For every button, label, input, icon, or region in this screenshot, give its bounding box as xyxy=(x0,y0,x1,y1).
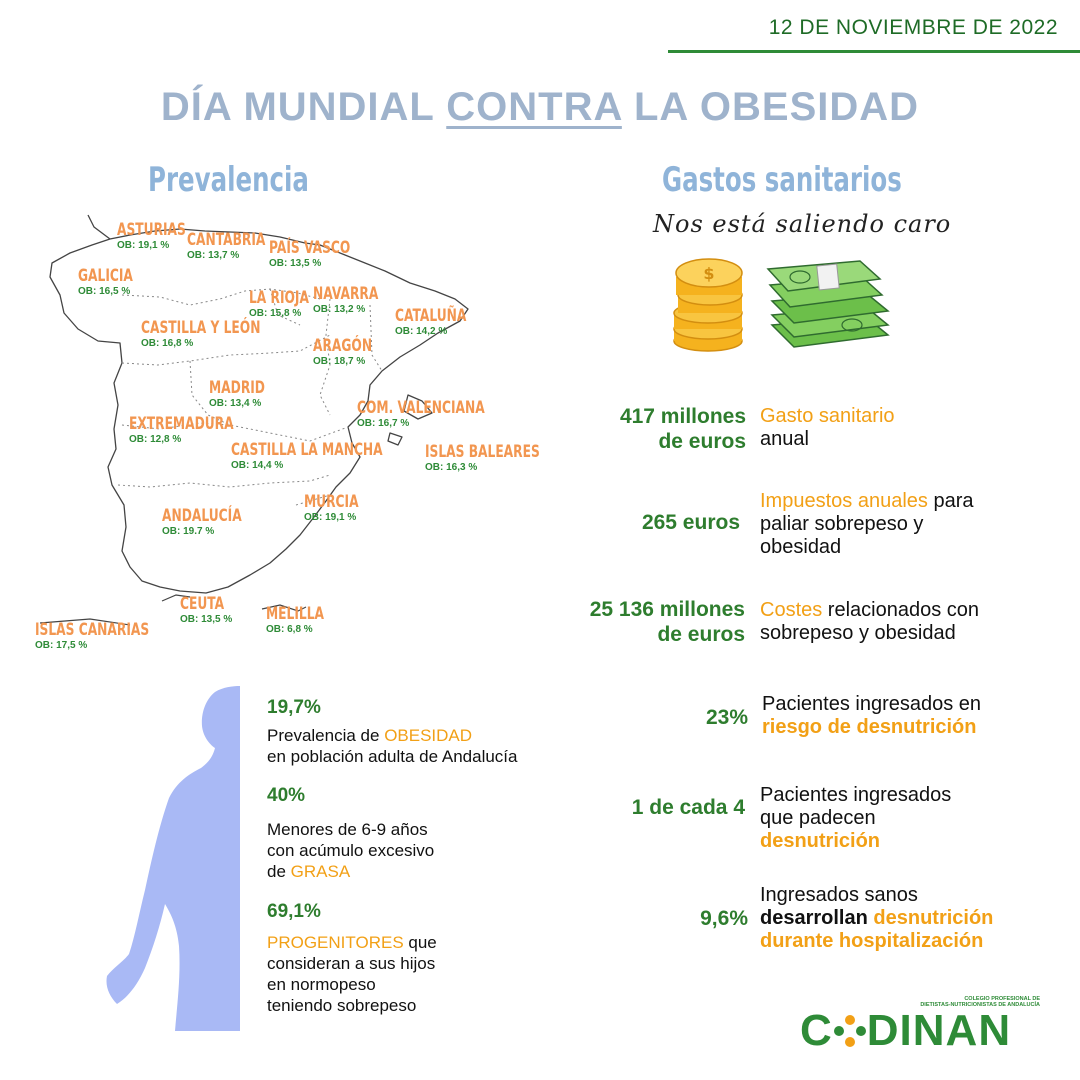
region-melilla: MELILLA OB: 6,8 % xyxy=(266,604,324,635)
region-madrid: MADRID OB: 13,4 % xyxy=(209,378,265,409)
date-underline xyxy=(668,50,1080,53)
gasto-desc-3: Costes relacionados con sobrepeso y obes… xyxy=(760,599,980,644)
region-andalucia: ANDALUCÍA OB: 19.7 % xyxy=(162,506,242,537)
title-underlined-word: CONTRA xyxy=(446,85,622,129)
title-part1: DÍA MUNDIAL xyxy=(160,85,447,129)
andalucia-stat-2: 40% Menores de 6-9 años con acúmulo exce… xyxy=(267,785,435,881)
title-part3: LA OBESIDAD xyxy=(621,85,920,129)
banknotes-icon xyxy=(766,260,890,348)
desnutricion-value-1: 23% xyxy=(705,706,748,729)
page-title: DÍA MUNDIAL CONTRA LA OBESIDAD xyxy=(0,85,1080,130)
date-label: 12 DE NOVIEMBRE DE 2022 xyxy=(768,16,1058,39)
desnutricion-value-2: 1 de cada 4 xyxy=(631,796,745,819)
region-cataluna: CATALUÑA OB: 14,2 % xyxy=(395,306,467,337)
gasto-value-3: 25 136 millones de euros xyxy=(589,598,745,646)
region-galicia: GALICIA OB: 16,5 % xyxy=(78,266,133,297)
prevalencia-title: Prevalencia xyxy=(148,160,309,200)
desnutricion-value-3: 9,6% xyxy=(700,907,748,930)
desnutricion-desc-1: Pacientes ingresados en riesgo de desnut… xyxy=(762,693,982,738)
coins-icon: $ xyxy=(673,258,743,352)
logo-o-icon xyxy=(833,1015,866,1047)
region-cantabria: CANTABRIA OB: 13,7 % xyxy=(187,230,266,261)
andalucia-stat-1: 19,7% Prevalencia de OBESIDAD en poblaci… xyxy=(267,697,518,766)
spain-map-icon xyxy=(39,214,469,626)
region-navarra: NAVARRA OB: 13,2 % xyxy=(313,284,379,315)
region-murcia: MURCIA OB: 19,1 % xyxy=(304,492,359,523)
region-asturias: ASTURIAS OB: 19,1 % xyxy=(117,220,186,251)
region-castilla-la-mancha: CASTILLA LA MANCHA OB: 14,4 % xyxy=(231,440,383,471)
svg-text:$: $ xyxy=(703,264,714,283)
gasto-desc-2: Impuestos anuales para paliar sobrepeso … xyxy=(760,490,974,558)
gasto-value-2: 265 euros xyxy=(641,511,740,534)
gasto-desc-1: Gasto sanitario anual xyxy=(760,405,895,450)
region-extremadura: EXTREMADURA OB: 12,8 % xyxy=(129,414,234,445)
logo-wordmark: C DINAN xyxy=(800,1006,1012,1055)
region-pais-vasco: PAÍS VASCO OB: 13,5 % xyxy=(269,238,351,269)
gastos-subtitle: Nos está saliendo caro xyxy=(653,210,952,238)
gastos-title: Gastos sanitarios xyxy=(662,160,902,200)
region-ceuta: CEUTA OB: 13,5 % xyxy=(180,594,233,625)
region-com-valenciana: COM. VALENCIANA OB: 16,7 % xyxy=(357,398,485,429)
region-aragon: ARAGÓN OB: 18,7 % xyxy=(313,336,373,367)
andalucia-stat-3: 69,1% PROGENITORES que consideran a sus … xyxy=(267,901,437,1015)
region-la-rioja: LA RIOJA OB: 15,8 % xyxy=(249,288,309,319)
gasto-value-1: 417 millones de euros xyxy=(619,405,746,453)
region-islas-canarias: ISLAS CANARIAS OB: 17,5 % xyxy=(35,620,150,651)
desnutricion-desc-3: Ingresados sanos desarrollan desnutrició… xyxy=(760,884,994,952)
region-islas-baleares: ISLAS BALEARES OB: 16,3 % xyxy=(425,442,540,473)
human-silhouette-icon xyxy=(106,686,241,1031)
region-castilla-y-leon: CASTILLA Y LEÓN OB: 16,8 % xyxy=(141,318,261,349)
codinan-logo: COLEGIO PROFESIONAL DE DIETISTAS-NUTRICI… xyxy=(800,996,1040,1055)
desnutricion-desc-2: Pacientes ingresados que padecen desnutr… xyxy=(760,784,952,852)
